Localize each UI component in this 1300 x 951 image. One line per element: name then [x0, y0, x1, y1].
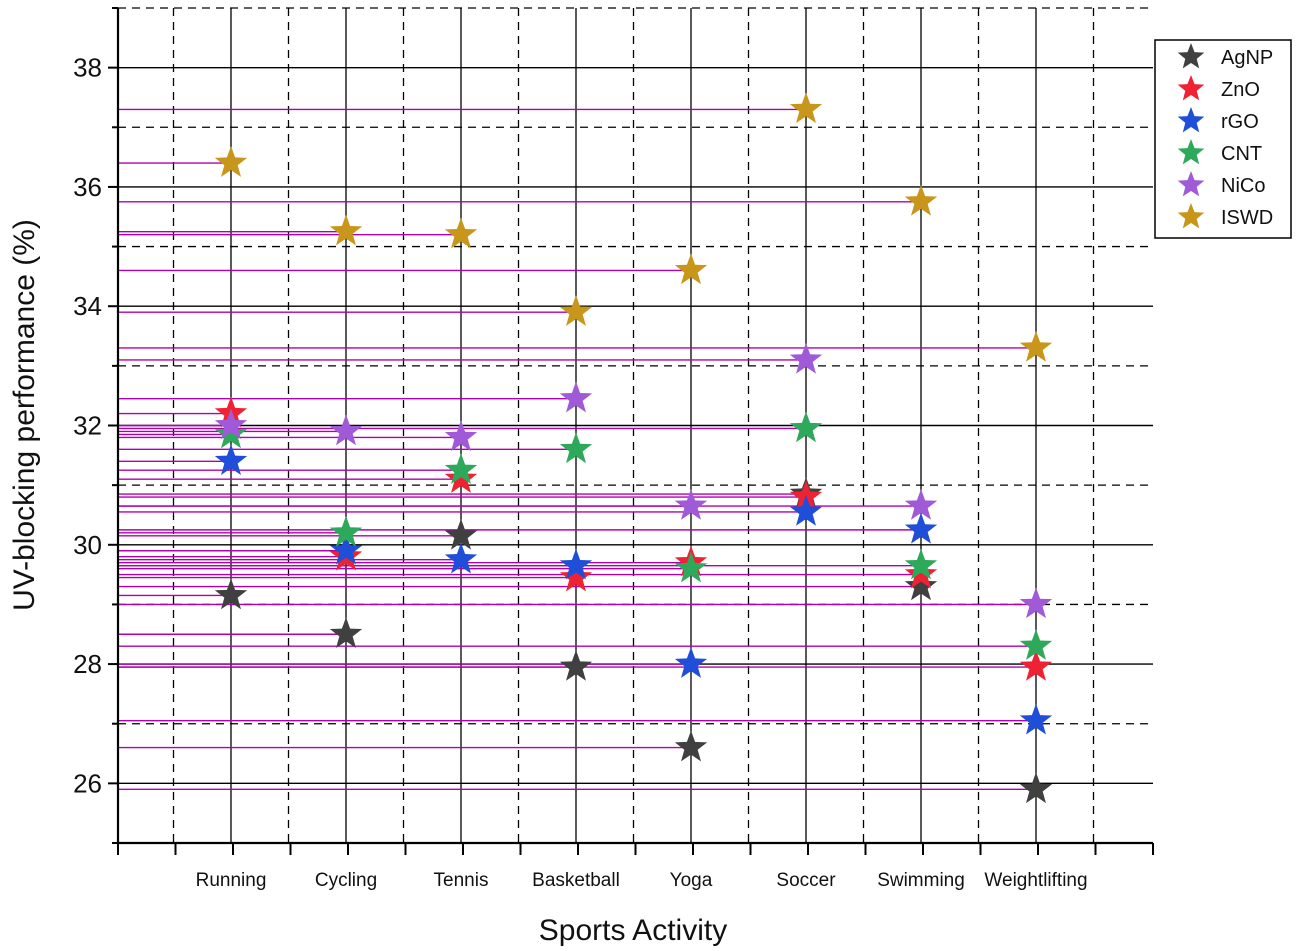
point-zno: [904, 557, 938, 589]
legend-label: ISWD: [1221, 207, 1273, 229]
point-cnt: [1019, 629, 1053, 660]
legend-marker-agnp: [1177, 43, 1205, 69]
point-iswd: [789, 92, 823, 124]
data-points: [214, 92, 1053, 804]
point-agnp: [1019, 772, 1053, 804]
y-tick-label: 38: [73, 53, 102, 83]
x-tick-label: Weightlifting: [984, 870, 1087, 891]
point-agnp: [904, 569, 938, 601]
legend-label: CNT: [1221, 143, 1262, 165]
legend-label: rGO: [1221, 111, 1259, 133]
point-agnp: [214, 578, 248, 610]
x-tick-label: Yoga: [670, 870, 713, 891]
point-zno: [444, 462, 478, 493]
point-rgo: [904, 512, 938, 544]
point-iswd: [444, 217, 478, 249]
y-tick-label: 28: [73, 649, 102, 679]
point-nico: [1019, 587, 1053, 619]
legend-marker-nico: [1177, 171, 1205, 197]
x-tick-label: Basketball: [532, 870, 620, 891]
x-tick-label: Cycling: [315, 870, 377, 891]
y-tick-label: 34: [73, 291, 102, 321]
point-nico: [674, 489, 708, 520]
y-tick-label: 30: [73, 530, 102, 560]
point-iswd: [214, 146, 248, 177]
legend-marker-zno: [1177, 75, 1205, 101]
point-zno: [1019, 650, 1053, 681]
point-nico: [789, 342, 823, 374]
point-nico: [559, 381, 593, 413]
x-tick-label: Running: [196, 870, 267, 891]
point-cnt: [904, 548, 938, 580]
legend-box: [1154, 39, 1292, 239]
point-rgo: [789, 494, 823, 526]
x-tick-label: Swimming: [877, 870, 965, 891]
point-agnp: [559, 650, 593, 681]
y-axis-title: UV-blocking performance (%): [8, 219, 41, 611]
point-rgo: [214, 444, 248, 476]
legend-marker-cnt: [1177, 139, 1205, 165]
point-nico: [214, 408, 248, 440]
point-agnp: [674, 730, 708, 762]
point-iswd: [1019, 330, 1053, 362]
legend-label: AgNP: [1221, 47, 1273, 69]
legend-label: ZnO: [1221, 79, 1260, 101]
point-cnt: [674, 551, 708, 583]
x-tick-label: Tennis: [434, 870, 489, 891]
point-iswd: [559, 295, 593, 326]
point-cnt: [329, 515, 363, 547]
point-agnp: [444, 518, 478, 550]
legend-marker-rgo: [1177, 107, 1205, 133]
point-cnt: [559, 432, 593, 464]
point-cnt: [444, 453, 478, 484]
point-rgo: [674, 647, 708, 678]
point-rgo: [329, 533, 363, 565]
point-cnt: [214, 417, 248, 449]
point-cnt: [789, 411, 823, 443]
point-rgo: [444, 542, 478, 574]
point-rgo: [1019, 703, 1053, 735]
x-axis-title: Sports Activity: [539, 914, 727, 947]
legend-marker-iswd: [1177, 203, 1205, 229]
legend: AgNP ZnO rGO CNT NiCo ISWD: [1154, 39, 1292, 239]
point-iswd: [674, 253, 708, 285]
grid: [118, 7, 1153, 844]
point-nico: [904, 489, 938, 520]
point-nico: [329, 414, 363, 446]
x-tick-label: Soccer: [776, 870, 836, 891]
y-tick-label: 26: [73, 768, 102, 798]
point-zno: [559, 560, 593, 592]
legend-label: NiCo: [1221, 175, 1265, 197]
point-iswd: [904, 184, 938, 216]
point-iswd: [329, 214, 363, 246]
y-tick-label: 32: [73, 411, 102, 441]
point-agnp: [329, 617, 363, 648]
point-nico: [444, 420, 478, 452]
point-rgo: [559, 548, 593, 580]
axes: 26 28 30 32 34 36 38 Running Cycling Tennis Basket…: [73, 7, 1154, 891]
y-tick-label: 36: [73, 172, 102, 202]
